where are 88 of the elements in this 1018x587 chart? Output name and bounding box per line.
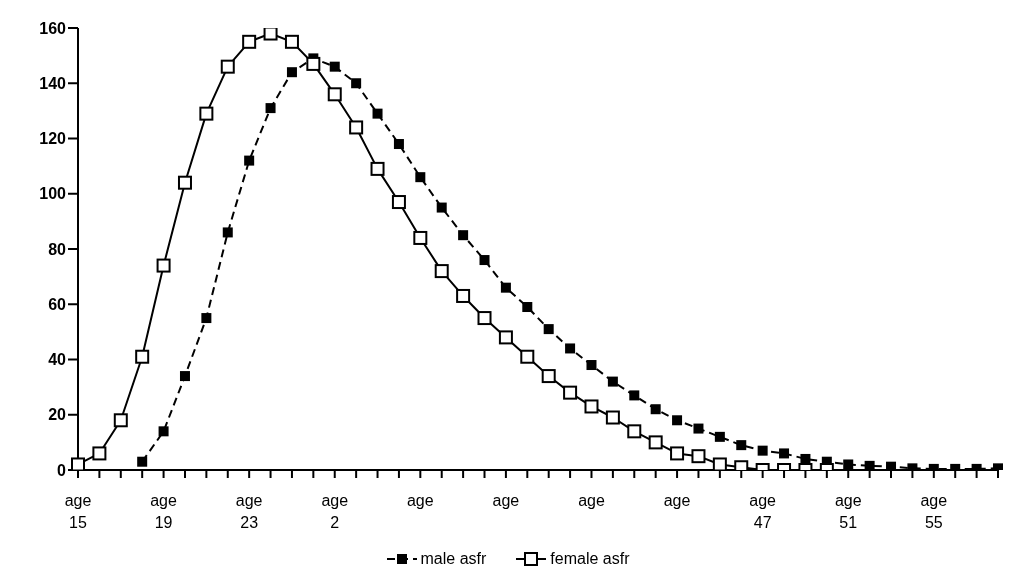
- point: [886, 461, 897, 470]
- point: [391, 195, 406, 210]
- point: [714, 431, 725, 442]
- point: [244, 155, 255, 166]
- y-tick-label: 40: [48, 351, 67, 369]
- x-tick-label: age 47: [749, 492, 777, 531]
- point: [520, 349, 535, 364]
- legend-label: male asfr: [420, 550, 487, 568]
- point: [712, 457, 727, 470]
- point: [413, 230, 428, 245]
- point: [284, 34, 299, 49]
- point: [779, 448, 790, 459]
- point: [158, 426, 169, 437]
- point: [648, 435, 663, 450]
- y-tick-label: 0: [57, 461, 67, 479]
- point: [693, 423, 704, 434]
- point: [605, 410, 620, 425]
- point: [415, 172, 426, 183]
- point: [265, 103, 276, 114]
- y-tick-label: 120: [39, 130, 67, 148]
- y-tick-label: 140: [39, 74, 67, 92]
- point: [543, 324, 554, 335]
- y-tick-label: 20: [48, 406, 67, 424]
- x-tick-label: age 2: [321, 492, 349, 531]
- point: [434, 264, 449, 279]
- point: [541, 369, 556, 384]
- point: [565, 343, 576, 354]
- point: [351, 78, 362, 89]
- point: [498, 330, 513, 345]
- point: [584, 399, 599, 414]
- point: [670, 446, 685, 461]
- y-tick-label: 60: [48, 295, 67, 313]
- point: [500, 282, 511, 293]
- point: [627, 424, 642, 439]
- y-tick-label: 80: [48, 240, 67, 258]
- point: [286, 67, 297, 78]
- point: [220, 59, 235, 74]
- point: [672, 415, 683, 426]
- point: [222, 227, 233, 238]
- point: [113, 413, 128, 428]
- x-tick-label: age: [663, 492, 691, 509]
- point: [650, 404, 661, 415]
- point: [263, 28, 278, 41]
- x-tick-label: age 19: [150, 492, 178, 531]
- x-tick-label: age 55: [920, 492, 948, 531]
- point: [436, 202, 447, 213]
- point: [736, 440, 747, 451]
- point: [993, 463, 1003, 470]
- point: [71, 457, 85, 470]
- x-tick-label: age 51: [834, 492, 862, 531]
- x-tick-label: age 23: [235, 492, 263, 531]
- point: [843, 459, 854, 470]
- point: [757, 445, 768, 456]
- point: [327, 87, 342, 102]
- point: [329, 61, 340, 72]
- point: [156, 258, 171, 273]
- point: [458, 230, 469, 241]
- x-tick-label: age: [406, 492, 434, 509]
- point: [92, 446, 107, 461]
- x-tick-label: age: [492, 492, 520, 509]
- point: [137, 456, 148, 467]
- point: [586, 360, 597, 371]
- point: [135, 349, 150, 364]
- point: [800, 453, 811, 464]
- point: [563, 385, 578, 400]
- point: [349, 120, 364, 135]
- point: [306, 56, 321, 71]
- point: [199, 106, 214, 121]
- point: [393, 139, 404, 150]
- point: [179, 371, 190, 382]
- point: [201, 313, 212, 324]
- legend-label: female asfr: [550, 550, 630, 568]
- point: [629, 390, 640, 401]
- point: [864, 460, 875, 470]
- point: [479, 255, 490, 266]
- point: [242, 34, 257, 49]
- point: [372, 108, 383, 119]
- y-tick-label: 160: [39, 19, 67, 37]
- x-tick-label: age 15: [64, 492, 92, 531]
- point: [177, 175, 192, 190]
- y-tick-label: 100: [39, 185, 67, 203]
- point: [370, 161, 385, 176]
- point: [691, 449, 706, 464]
- point: [522, 302, 533, 313]
- x-tick-label: age: [578, 492, 605, 509]
- point: [477, 311, 492, 326]
- point: [607, 376, 618, 387]
- point: [456, 288, 471, 303]
